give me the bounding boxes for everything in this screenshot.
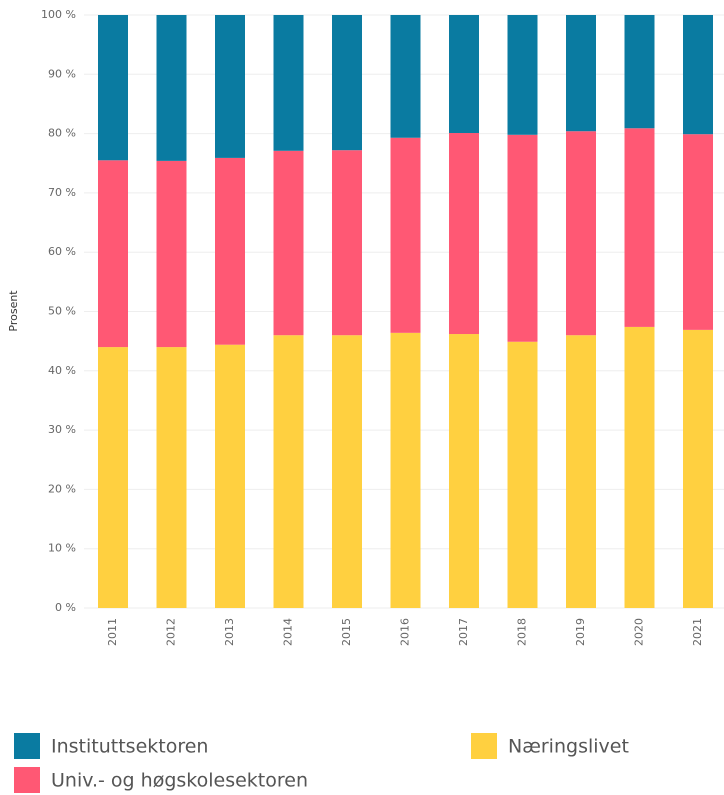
bar-segment xyxy=(215,344,245,608)
bar-segment xyxy=(332,150,362,336)
bar-segment xyxy=(683,15,713,135)
bar-segment xyxy=(273,15,304,151)
y-tick-label: 90 % xyxy=(48,67,76,80)
x-tick-label: 2014 xyxy=(282,618,295,646)
y-tick-label: 60 % xyxy=(48,245,76,258)
bar-segment xyxy=(156,15,187,161)
y-tick-label: 70 % xyxy=(48,186,76,199)
legend-swatch xyxy=(14,733,40,759)
bar-segment xyxy=(156,160,187,348)
y-tick-label: 100 % xyxy=(41,8,76,21)
bar-segment xyxy=(215,15,245,158)
x-tick-label: 2011 xyxy=(106,618,119,646)
bar-segment xyxy=(566,335,596,608)
bar-segment xyxy=(156,347,187,608)
bar-segment xyxy=(507,15,538,135)
legend-label: Instituttsektoren xyxy=(51,736,208,758)
bar-segment xyxy=(507,341,538,608)
legend-swatch xyxy=(14,767,40,793)
bar-segment xyxy=(507,134,538,342)
bar-segment xyxy=(566,15,596,132)
bar-segment xyxy=(390,137,421,333)
bar-segment xyxy=(332,335,362,608)
bar-segment xyxy=(624,15,655,129)
x-tick-label: 2021 xyxy=(691,618,704,646)
x-tick-label: 2015 xyxy=(340,618,353,646)
y-tick-label: 30 % xyxy=(48,423,76,436)
y-axis-title: Prosent xyxy=(7,290,20,332)
x-tick-label: 2012 xyxy=(165,618,178,646)
x-tick-label: 2017 xyxy=(457,618,470,646)
y-tick-label: 20 % xyxy=(48,482,76,495)
x-tick-label: 2020 xyxy=(633,618,646,646)
y-tick-label: 10 % xyxy=(48,542,76,555)
bar-segment xyxy=(273,335,304,608)
y-tick-label: 40 % xyxy=(48,364,76,377)
bar-segment xyxy=(390,15,421,138)
bar-segment xyxy=(332,15,362,151)
bar-segment xyxy=(449,334,479,608)
bar-segment xyxy=(624,326,655,608)
bar-segment xyxy=(449,133,479,335)
legend-label: Næringslivet xyxy=(508,736,629,758)
bar-segment xyxy=(683,329,713,608)
y-tick-label: 0 % xyxy=(55,601,76,614)
legend-label: Univ.- og høgskolesektoren xyxy=(51,770,308,792)
x-tick-label: 2013 xyxy=(223,618,236,646)
bar-segment xyxy=(449,15,479,134)
bar-segment xyxy=(98,15,128,161)
x-tick-label: 2019 xyxy=(574,618,587,646)
bar-segment xyxy=(98,160,128,348)
bar-segment xyxy=(566,131,596,336)
legend-swatch xyxy=(471,733,497,759)
x-tick-label: 2016 xyxy=(399,618,412,646)
bar-segment xyxy=(98,347,128,608)
bar-segment xyxy=(683,134,713,330)
bar-segment xyxy=(624,128,655,327)
bar-segment xyxy=(390,332,421,608)
x-tick-label: 2018 xyxy=(516,618,529,646)
y-tick-label: 80 % xyxy=(48,127,76,140)
bar-segment xyxy=(215,157,245,345)
bar-segment xyxy=(273,150,304,336)
y-tick-label: 50 % xyxy=(48,305,76,318)
